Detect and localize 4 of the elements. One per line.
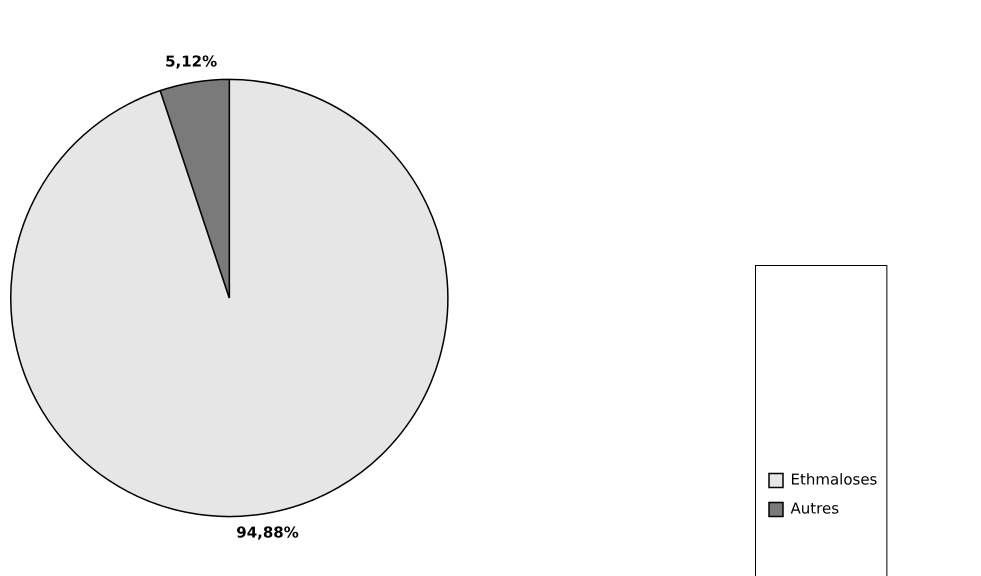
legend-label: Ethmaloses	[790, 470, 878, 488]
legend-label: Autres	[790, 499, 840, 518]
data-label: 5,12%	[165, 52, 218, 70]
data-label: 94,88%	[236, 523, 299, 542]
